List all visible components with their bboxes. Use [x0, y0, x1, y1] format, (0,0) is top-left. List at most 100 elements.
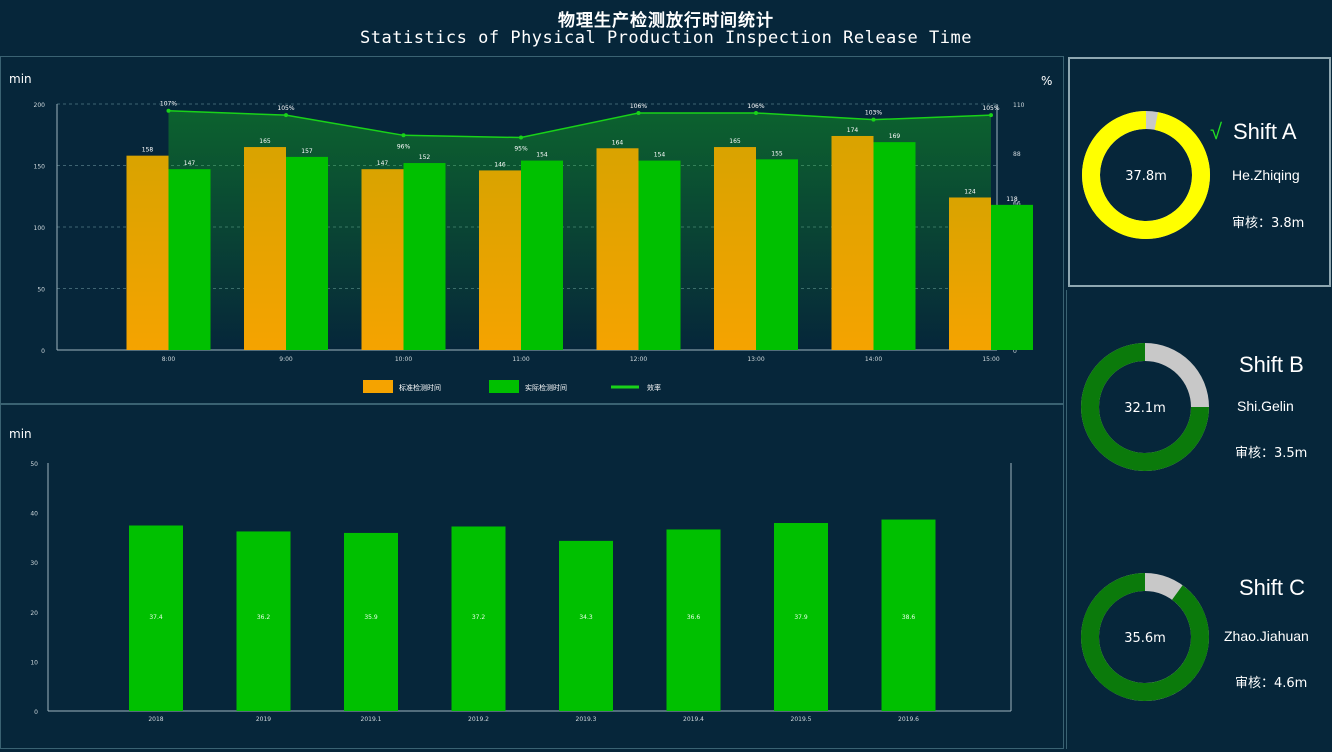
- y-tick-label: 50: [37, 287, 45, 294]
- rate-label: 106%: [747, 103, 764, 110]
- x-tick-label: 2018: [148, 716, 163, 723]
- shift-a-donut: 37.8m: [1082, 111, 1210, 239]
- rate-label: 107%: [160, 101, 177, 108]
- rate-label: 103%: [865, 110, 882, 117]
- standard-bar-label: 124: [964, 188, 976, 195]
- standard-bar: [479, 170, 521, 350]
- monthly-chart-panel: min 0 10 20 30 40 50 37.4 2018 36.2 2019 35.9 2019.1…: [0, 404, 1064, 749]
- actual-bar: [168, 169, 211, 350]
- rate-label: 105%: [277, 105, 294, 112]
- monthly-bar-label: 36.6: [687, 614, 701, 621]
- y-tick-label: 10: [30, 659, 38, 666]
- donut-center-label: 35.6m: [1124, 631, 1166, 646]
- page-title-cn: 物理生产检测放行时间统计: [558, 11, 774, 31]
- standard-bar-label: 165: [259, 138, 271, 145]
- monthly-bar: [344, 532, 398, 711]
- monthly-bar-label: 34.3: [579, 614, 593, 621]
- monthly-bar-label: 35.9: [364, 614, 378, 621]
- actual-bar-label: 147: [184, 160, 196, 167]
- x-tick-label: 2019.6: [898, 716, 919, 723]
- actual-bar-label: 152: [419, 154, 431, 161]
- actual-bar: [403, 163, 446, 350]
- y2-tick-label: 88: [1013, 151, 1021, 158]
- monthly-bar-label: 37.9: [794, 614, 808, 621]
- monthly-bar: [236, 531, 291, 711]
- actual-bar: [991, 204, 1033, 350]
- y-tick-label: 30: [30, 560, 38, 567]
- standard-bar: [244, 147, 286, 350]
- shift-bc-panel: 32.1m Shift B Shi.Gelin 审核：3.5m 35.6m Sh…: [1066, 290, 1332, 749]
- x-tick-label: 9:00: [279, 356, 293, 363]
- standard-bar: [714, 147, 756, 350]
- actual-bar-label: 169: [889, 133, 901, 140]
- y2-tick-label: 110: [1013, 102, 1025, 109]
- actual-bar-label: 154: [654, 152, 666, 159]
- hourly-chart: min%0501001502000224466881101581478:0016…: [9, 72, 1052, 393]
- legend-standard-swatch: [363, 380, 393, 393]
- shift-a-review: 审核：3.8m: [1232, 216, 1305, 231]
- x-tick-label: 10:00: [395, 356, 412, 363]
- actual-bar: [638, 160, 681, 350]
- rate-label: 96%: [397, 143, 411, 150]
- legend-rate-label: 效率: [647, 383, 661, 392]
- rate-label: 106%: [630, 103, 647, 110]
- donut-value-arc: [1081, 343, 1209, 471]
- shift-b-review: 审核：3.5m: [1235, 446, 1308, 461]
- hourly-chart-panel: min%0501001502000224466881101581478:0016…: [0, 56, 1064, 404]
- rate-label: 105%: [982, 105, 999, 112]
- x-tick-label: 2019.3: [576, 716, 597, 723]
- legend-actual-label: 实际检测时间: [525, 383, 567, 392]
- rate-line: [168, 109, 992, 139]
- actual-bar-label: 155: [771, 150, 783, 157]
- rate-point: [284, 113, 288, 118]
- shift-c-title: Shift C: [1239, 575, 1306, 600]
- shift-b-operator: Shi.Gelin: [1237, 398, 1294, 414]
- standard-bar: [596, 148, 639, 350]
- shift-b-title: Shift B: [1239, 352, 1304, 377]
- standard-bar-label: 174: [847, 127, 859, 134]
- page-title-en: Statistics of Physical Production Inspec…: [360, 28, 972, 48]
- shift-b-donut: 32.1m: [1081, 343, 1209, 471]
- y-tick-label: 40: [30, 511, 38, 518]
- shift-c-donut: 35.6m: [1081, 573, 1209, 701]
- shift-a-check-icon: √: [1210, 119, 1223, 144]
- monthly-chart: min 0 10 20 30 40 50 37.4 2018 36.2 2019 35.9 2019.1…: [9, 427, 1012, 723]
- rate-point: [754, 110, 758, 115]
- shift-a-operator: He.Zhiqing: [1232, 167, 1300, 183]
- monthly-bar-label: 38.6: [902, 614, 916, 621]
- x-tick-label: 2019.2: [468, 716, 489, 723]
- standard-bar-label: 165: [729, 138, 741, 145]
- shift-c-operator: Zhao.Jiahuan: [1224, 628, 1309, 644]
- shift-a-card[interactable]: 37.8m √ Shift A He.Zhiqing 审核：3.8m: [1068, 57, 1331, 287]
- standard-bar-label: 147: [377, 160, 389, 167]
- donut-center-label: 32.1m: [1124, 401, 1166, 416]
- y-tick-label: 150: [34, 164, 46, 171]
- standard-bar: [126, 155, 169, 350]
- x-tick-label: 2019.5: [791, 716, 812, 723]
- y-tick-label: 50: [30, 461, 38, 468]
- standard-bar: [361, 169, 404, 350]
- x-tick-label: 14:00: [865, 356, 882, 363]
- y-axis-title: min: [9, 427, 32, 441]
- actual-bar: [756, 159, 798, 350]
- y2-tick-label: 66: [1013, 200, 1021, 207]
- monthly-bar: [559, 540, 613, 711]
- donut-center-label: 37.8m: [1125, 169, 1167, 184]
- monthly-bar-label: 36.2: [257, 614, 271, 621]
- y2-axis-title: %: [1041, 74, 1052, 88]
- rate-point: [519, 135, 523, 140]
- monthly-bar-label: 37.2: [472, 614, 486, 621]
- shift-c-review: 审核：4.6m: [1235, 676, 1308, 691]
- x-tick-label: 8:00: [162, 356, 176, 363]
- monthly-bar-label: 37.4: [149, 614, 163, 621]
- y-tick-label: 200: [34, 102, 46, 109]
- donut-value-arc: [1081, 573, 1209, 701]
- standard-bar-label: 158: [142, 147, 154, 154]
- standard-bar-label: 146: [494, 161, 506, 168]
- rate-point: [989, 113, 993, 118]
- actual-bar: [873, 142, 916, 350]
- actual-bar: [286, 156, 328, 350]
- rate-point: [636, 110, 641, 115]
- shift-a-title: Shift A: [1233, 119, 1297, 144]
- header: 物理生产检测放行时间统计 Statistics of Physical Prod…: [0, 0, 1332, 56]
